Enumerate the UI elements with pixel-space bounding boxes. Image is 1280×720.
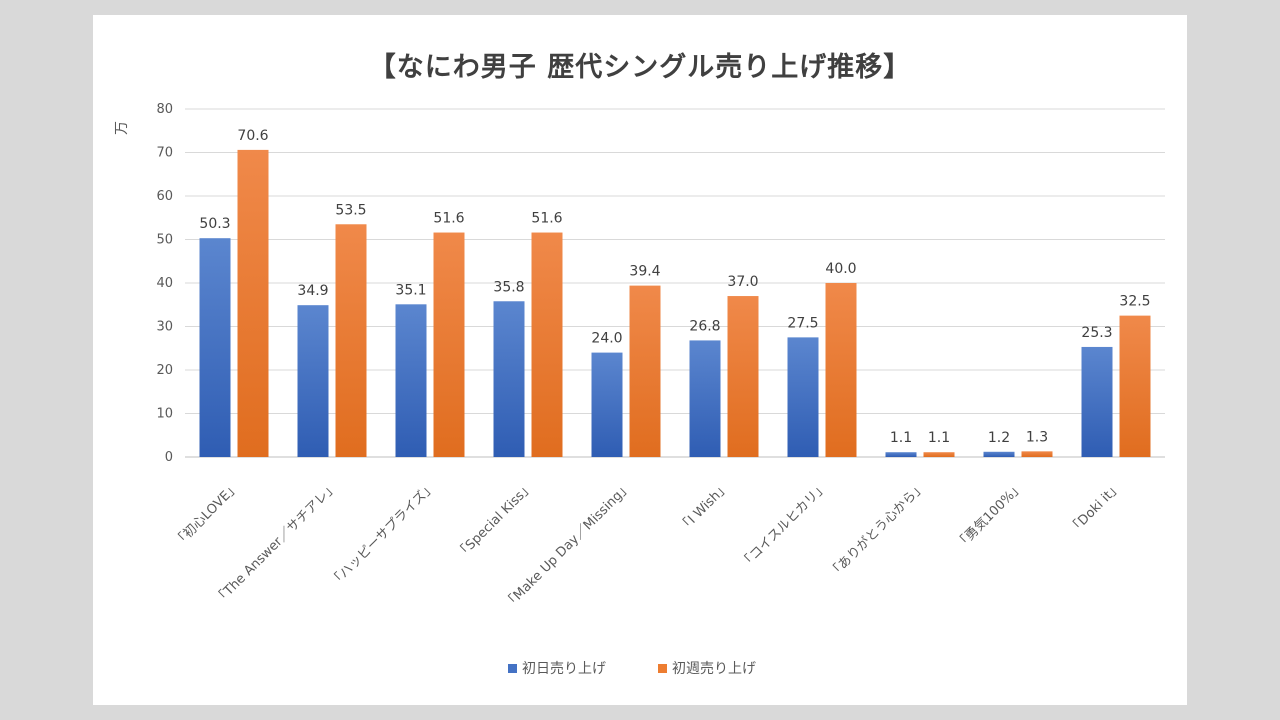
y-tick-label: 40 — [156, 276, 173, 291]
y-tick-label: 20 — [156, 363, 173, 378]
data-label: 51.6 — [433, 211, 464, 227]
data-label: 40.0 — [825, 261, 856, 277]
y-tick-label: 10 — [156, 407, 173, 422]
bar-first-day — [395, 304, 427, 457]
data-label: 50.3 — [199, 216, 230, 232]
data-label: 1.3 — [1026, 429, 1048, 445]
bar-first-week — [1021, 451, 1053, 457]
x-tick-label: 「勇気100%」 — [952, 479, 1026, 553]
data-label: 53.5 — [335, 202, 366, 218]
data-label: 25.3 — [1081, 325, 1112, 341]
data-label: 32.5 — [1119, 294, 1150, 310]
x-tick-label: 「I Wish」 — [676, 479, 733, 536]
bar-first-day — [1081, 346, 1113, 457]
bar-first-day — [297, 305, 329, 457]
x-tick-label: 「ありがとう心から」 — [826, 479, 929, 582]
data-label: 51.6 — [531, 211, 562, 227]
x-tick-label: 「Special Kiss」 — [454, 479, 537, 562]
y-axis-label: 万 — [114, 121, 130, 135]
bar-first-day — [689, 340, 721, 457]
bar-first-week — [531, 232, 563, 457]
bar-first-week — [923, 452, 955, 457]
data-label: 1.1 — [928, 430, 950, 446]
bar-first-day — [591, 352, 623, 457]
bar-first-week — [1119, 315, 1151, 457]
data-label: 70.6 — [237, 128, 268, 144]
data-label: 39.4 — [629, 264, 660, 280]
chart-frame: 【なにわ男子 歴代シングル売り上げ推移】 0 10 20 30 40 50 60 70 80 万「… — [93, 15, 1187, 705]
bar-first-day — [493, 301, 525, 457]
bar-first-week — [727, 296, 759, 457]
bar-first-week — [433, 232, 465, 457]
bar-first-week — [629, 285, 661, 457]
y-tick-label: 50 — [156, 233, 173, 248]
legend-label: 初週売り上げ — [672, 660, 756, 677]
legend-label: 初日売り上げ — [522, 660, 606, 677]
y-tick-label: 30 — [156, 320, 173, 335]
bar-first-week — [237, 149, 269, 457]
bar-first-day — [199, 238, 231, 457]
data-label: 35.8 — [493, 279, 524, 295]
data-label: 1.1 — [890, 430, 912, 446]
data-label: 27.5 — [787, 315, 818, 331]
data-label: 35.1 — [395, 282, 426, 298]
bar-first-week — [335, 224, 367, 457]
bar-first-day — [885, 452, 917, 457]
chart-title: 【なにわ男子 歴代シングル売り上げ推移】 — [368, 52, 912, 83]
y-tick-label: 80 — [156, 102, 173, 117]
bar-first-day — [787, 337, 819, 457]
y-tick-label: 70 — [156, 146, 173, 161]
data-label: 26.8 — [689, 318, 720, 334]
x-tick-label: 「Doki it」 — [1066, 479, 1125, 538]
x-tick-label: 「コイスルヒカリ」 — [738, 479, 831, 572]
data-label: 1.2 — [988, 430, 1010, 446]
data-label: 34.9 — [297, 283, 328, 299]
data-label: 24.0 — [591, 331, 622, 347]
y-tick-label: 60 — [156, 189, 173, 204]
bar-first-day — [983, 451, 1015, 457]
x-tick-label: 「初心LOVE」 — [171, 479, 242, 550]
legend-swatch — [658, 664, 667, 673]
legend-swatch — [508, 664, 517, 673]
y-tick-label: 0 — [165, 450, 173, 465]
bar-first-week — [825, 283, 857, 457]
x-tick-label: 「ハッピーサプライズ」 — [327, 479, 439, 591]
data-label: 37.0 — [727, 274, 758, 290]
